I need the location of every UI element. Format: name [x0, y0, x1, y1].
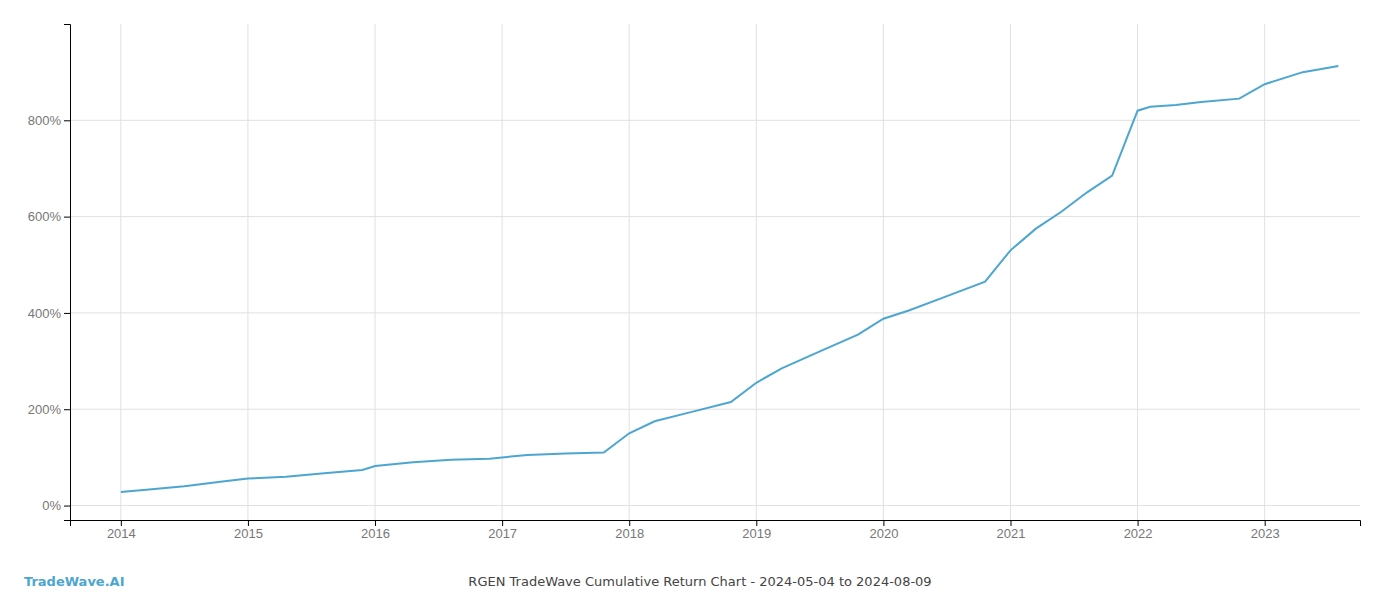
grid-line	[70, 505, 1360, 506]
tick-mark	[375, 520, 376, 526]
tick-mark	[1265, 520, 1266, 526]
tick-mark	[883, 520, 884, 526]
tick-mark	[64, 217, 70, 218]
x-tick: 2022	[1124, 520, 1153, 541]
series	[121, 66, 1339, 492]
line	[121, 66, 1339, 492]
grid-line	[502, 24, 503, 520]
y-tick: 400%	[28, 306, 70, 321]
x-tick: 2023	[1251, 520, 1280, 541]
tick-mark	[64, 506, 70, 507]
tick-label: 2019	[742, 526, 771, 541]
tick-label: 600%	[28, 209, 62, 224]
tick-label: 2018	[615, 526, 644, 541]
tick-label: 2016	[361, 526, 390, 541]
grid-line	[247, 24, 248, 520]
y-tick: 800%	[28, 113, 70, 128]
chart: 2014 2015 2016 2017 2018 2019 2020 2021 2022 2023…	[0, 0, 1400, 600]
x-tick: 2014	[107, 520, 136, 541]
grid-line	[756, 24, 757, 520]
x-tick: 2019	[742, 520, 771, 541]
grid-line	[629, 24, 630, 520]
grid-line	[375, 24, 376, 520]
y-tick: 600%	[28, 209, 70, 224]
grid	[70, 24, 1360, 520]
tick-mark	[629, 520, 630, 526]
tick-mark	[502, 520, 503, 526]
axis-line	[71, 521, 1361, 527]
tick-mark	[248, 520, 249, 526]
tick-label: 2014	[107, 526, 136, 541]
x-tick: 2017	[488, 520, 517, 541]
grid-line	[1264, 24, 1265, 520]
tick-mark	[1010, 520, 1011, 526]
tick-label: 2017	[488, 526, 517, 541]
annotation: TradeWave.AI	[24, 574, 125, 589]
tick-mark	[121, 520, 122, 526]
x-axis: 2014 2015 2016 2017 2018 2019 2020 2021 2022 2023	[71, 520, 1361, 541]
plot: 2014 2015 2016 2017 2018 2019 2020 2021 2022 2023…	[28, 24, 1361, 541]
axis-line	[64, 25, 71, 521]
title: RGEN TradeWave Cumulative Return Chart -…	[468, 574, 931, 589]
tick-mark	[64, 120, 70, 121]
tick-label: 2022	[1124, 526, 1153, 541]
y-tick: 0%	[42, 498, 70, 513]
tick-mark	[756, 520, 757, 526]
tick-label: 2021	[997, 526, 1026, 541]
grid-line	[883, 24, 884, 520]
y-axis: 0% 200% 400% 600% 800%	[28, 25, 71, 521]
x-tick: 2020	[869, 520, 898, 541]
tick-mark	[64, 409, 70, 410]
grid-line	[70, 216, 1360, 217]
y-tick: 200%	[28, 402, 70, 417]
x-tick: 2018	[615, 520, 644, 541]
tick-label: 400%	[28, 306, 62, 321]
tick-label: 0%	[42, 498, 61, 513]
tick-label: 2020	[869, 526, 898, 541]
tick-label: 800%	[28, 113, 62, 128]
tick-label: 2023	[1251, 526, 1280, 541]
grid-line	[1137, 24, 1138, 520]
tick-label: 2015	[234, 526, 263, 541]
grid-line	[120, 24, 121, 520]
grid-line	[1010, 24, 1011, 520]
grid-line	[70, 120, 1360, 121]
x-tick: 2016	[361, 520, 390, 541]
x-tick: 2015	[234, 520, 263, 541]
tick-mark	[1138, 520, 1139, 526]
x-tick: 2021	[997, 520, 1026, 541]
tick-mark	[64, 313, 70, 314]
grid-line	[70, 409, 1360, 410]
tick-label: 200%	[28, 402, 62, 417]
grid-line	[70, 312, 1360, 313]
